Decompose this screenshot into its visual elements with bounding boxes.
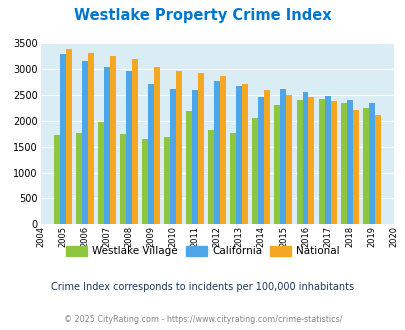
- Bar: [198, 74, 204, 224]
- Bar: [346, 100, 352, 224]
- Bar: [126, 71, 132, 224]
- Bar: [242, 84, 247, 224]
- Bar: [81, 61, 87, 224]
- Bar: [352, 110, 358, 224]
- Bar: [176, 71, 181, 224]
- Bar: [214, 81, 220, 224]
- Bar: [60, 54, 66, 224]
- Bar: [340, 103, 346, 224]
- Text: Crime Index corresponds to incidents per 100,000 inhabitants: Crime Index corresponds to incidents per…: [51, 282, 354, 292]
- Legend: Westlake Village, California, National: Westlake Village, California, National: [62, 242, 343, 260]
- Bar: [302, 92, 308, 224]
- Bar: [258, 97, 264, 224]
- Bar: [362, 108, 368, 224]
- Bar: [368, 103, 374, 224]
- Bar: [280, 88, 286, 224]
- Bar: [252, 117, 258, 224]
- Bar: [170, 88, 176, 224]
- Bar: [208, 129, 214, 224]
- Bar: [186, 111, 192, 224]
- Bar: [142, 139, 148, 224]
- Bar: [220, 76, 226, 224]
- Bar: [274, 105, 280, 224]
- Bar: [119, 134, 126, 224]
- Bar: [76, 133, 81, 224]
- Bar: [264, 90, 270, 224]
- Text: © 2025 CityRating.com - https://www.cityrating.com/crime-statistics/: © 2025 CityRating.com - https://www.city…: [64, 315, 341, 324]
- Bar: [192, 90, 198, 224]
- Bar: [104, 67, 109, 224]
- Bar: [153, 67, 160, 224]
- Bar: [66, 49, 71, 224]
- Text: Westlake Property Crime Index: Westlake Property Crime Index: [74, 8, 331, 23]
- Bar: [230, 133, 236, 224]
- Bar: [53, 135, 60, 224]
- Bar: [132, 59, 138, 224]
- Bar: [286, 95, 292, 224]
- Bar: [324, 96, 330, 224]
- Bar: [330, 102, 336, 224]
- Bar: [374, 115, 380, 224]
- Bar: [236, 86, 242, 224]
- Bar: [148, 84, 153, 224]
- Bar: [87, 53, 94, 224]
- Bar: [109, 56, 115, 224]
- Bar: [98, 122, 104, 224]
- Bar: [296, 100, 302, 224]
- Bar: [308, 97, 314, 224]
- Bar: [318, 99, 324, 224]
- Bar: [164, 137, 170, 224]
